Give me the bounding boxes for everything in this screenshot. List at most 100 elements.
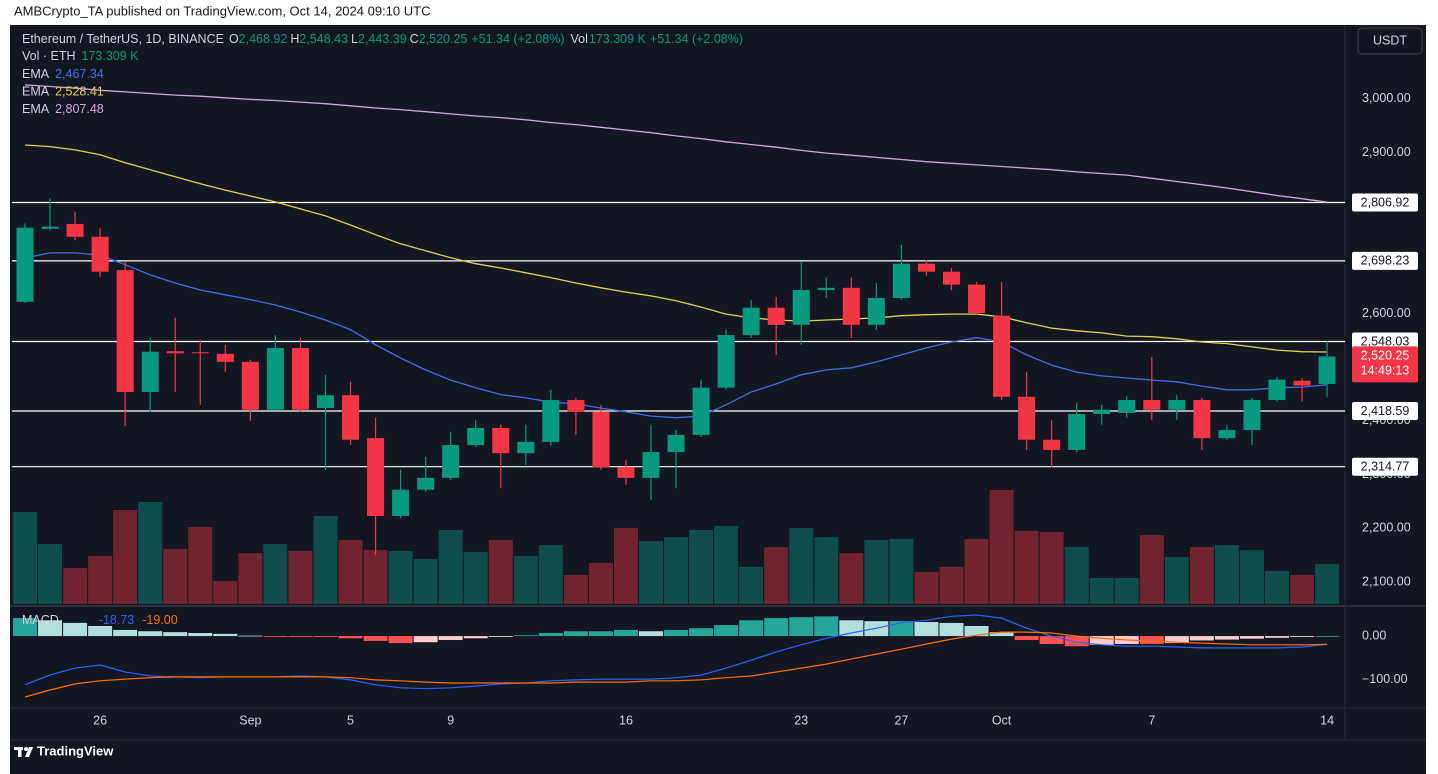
volume-bar	[1039, 532, 1064, 604]
volume-bar	[388, 551, 413, 604]
macd-histogram-bar	[1290, 636, 1315, 637]
macd-histogram-bar	[613, 629, 638, 637]
legend-item: H	[290, 32, 299, 46]
macd-histogram-bar	[1214, 636, 1239, 640]
volume-bar	[1239, 550, 1264, 604]
volume-bar	[138, 501, 163, 604]
macd-histogram-bar	[664, 629, 689, 637]
volume-bar	[363, 550, 388, 604]
volume-bar	[864, 539, 889, 604]
volume-bar	[889, 539, 914, 604]
candle-body	[1318, 356, 1336, 384]
currency-label[interactable]: USDT	[1373, 33, 1407, 47]
macd-histogram-bar	[764, 618, 789, 637]
candle-body	[1093, 409, 1111, 414]
volume-bar	[413, 559, 438, 604]
candle-body	[166, 351, 184, 354]
macd-histogram-bar	[1014, 636, 1039, 641]
macd-histogram-bar	[1239, 636, 1264, 639]
macd-histogram-bar	[213, 633, 238, 637]
macd-histogram-bar	[463, 636, 488, 639]
ema-line	[24, 252, 1328, 419]
volume-bar	[463, 551, 488, 604]
currency-button[interactable]: USDT	[1357, 27, 1423, 55]
symbol-legend: Ethereum / TetherUS, 1D, BINANCE O2,468.9…	[22, 32, 743, 46]
candle-body	[417, 477, 435, 490]
volume-bar	[488, 539, 513, 604]
level-tag	[1352, 251, 1418, 270]
volume-bar	[613, 527, 638, 604]
candle-body	[1243, 400, 1261, 431]
macd-tick-label: 0.00	[1362, 628, 1386, 642]
volume-bar	[1164, 556, 1189, 604]
legend-item: O	[229, 32, 239, 46]
candle-body	[316, 395, 334, 409]
legend-item: 173.309 K	[589, 32, 647, 46]
volume-bar	[338, 539, 363, 604]
volume-bar	[1265, 571, 1289, 604]
macd-histogram-bar	[563, 631, 588, 637]
macd-histogram-bar	[488, 636, 513, 637]
volume-bar	[1290, 574, 1315, 604]
countdown-label: 14:49:13	[1361, 364, 1410, 378]
volume-bar	[13, 512, 37, 604]
candle-body	[817, 287, 835, 290]
level-label: 2,314.77	[1361, 459, 1410, 473]
level-label: 2,806.92	[1361, 195, 1410, 209]
ema-legend: EMA 2,807.48	[22, 102, 104, 116]
currency-box[interactable]	[1357, 27, 1423, 55]
volume-bar	[538, 545, 563, 604]
level-label: 2,418.59	[1361, 404, 1410, 418]
macd-histogram-bar	[839, 620, 864, 637]
macd-histogram-bar	[513, 635, 538, 637]
candle-body	[291, 347, 309, 410]
volume-bar	[1189, 547, 1214, 604]
macd-histogram-bar	[63, 622, 88, 637]
candle-body	[392, 489, 410, 516]
macd-histogram-bar	[914, 622, 939, 637]
x-tick-label: 16	[619, 713, 633, 727]
candle-body	[1043, 439, 1061, 450]
candle-body	[116, 270, 134, 392]
x-tick-label: 9	[447, 713, 454, 727]
candle-body	[592, 411, 610, 468]
macd-histogram-bar	[363, 636, 388, 641]
volume-bar	[513, 556, 538, 604]
legend-item: C	[410, 32, 419, 46]
candle-body	[1218, 430, 1236, 439]
level-tag	[1352, 332, 1418, 351]
candle-body	[1143, 400, 1161, 410]
macd-histogram-bar	[38, 620, 63, 637]
macd-histogram-bar	[338, 636, 363, 639]
volume-bar	[38, 544, 63, 604]
chart-background	[10, 25, 1426, 774]
y-tick-label: 3,000.00	[1362, 91, 1411, 105]
volume-bar	[1089, 577, 1114, 604]
candle-body	[141, 351, 159, 392]
volume-bar	[313, 515, 338, 604]
candle-body	[442, 445, 460, 478]
level-label: 2,548.03	[1361, 334, 1410, 348]
macd-histogram-bar	[1089, 636, 1114, 645]
candle-body	[717, 335, 735, 388]
volume-bar	[213, 580, 238, 604]
macd-histogram-bar	[1039, 636, 1064, 644]
level-tag	[1352, 457, 1418, 476]
candle-body	[542, 400, 560, 442]
candle-body	[191, 352, 209, 354]
volume-bar	[689, 530, 714, 604]
candle-body	[942, 271, 960, 285]
macd-histogram-bar	[1189, 636, 1214, 641]
macd-histogram-bar	[989, 632, 1014, 637]
macd-histogram-bar	[288, 636, 313, 637]
candle-body	[1018, 396, 1036, 440]
macd-histogram-bar	[639, 631, 663, 637]
candle-body	[1268, 379, 1286, 401]
volume-bar	[1114, 577, 1139, 604]
y-tick-label: 2,200.00	[1362, 521, 1411, 535]
volume-bar	[1315, 564, 1340, 604]
volume-legend: Vol · ETH 173.309 K	[22, 49, 139, 63]
macd-histogram-bar	[964, 625, 989, 637]
volume-bar	[163, 548, 188, 604]
legend-item: 2,520.25	[419, 32, 468, 46]
